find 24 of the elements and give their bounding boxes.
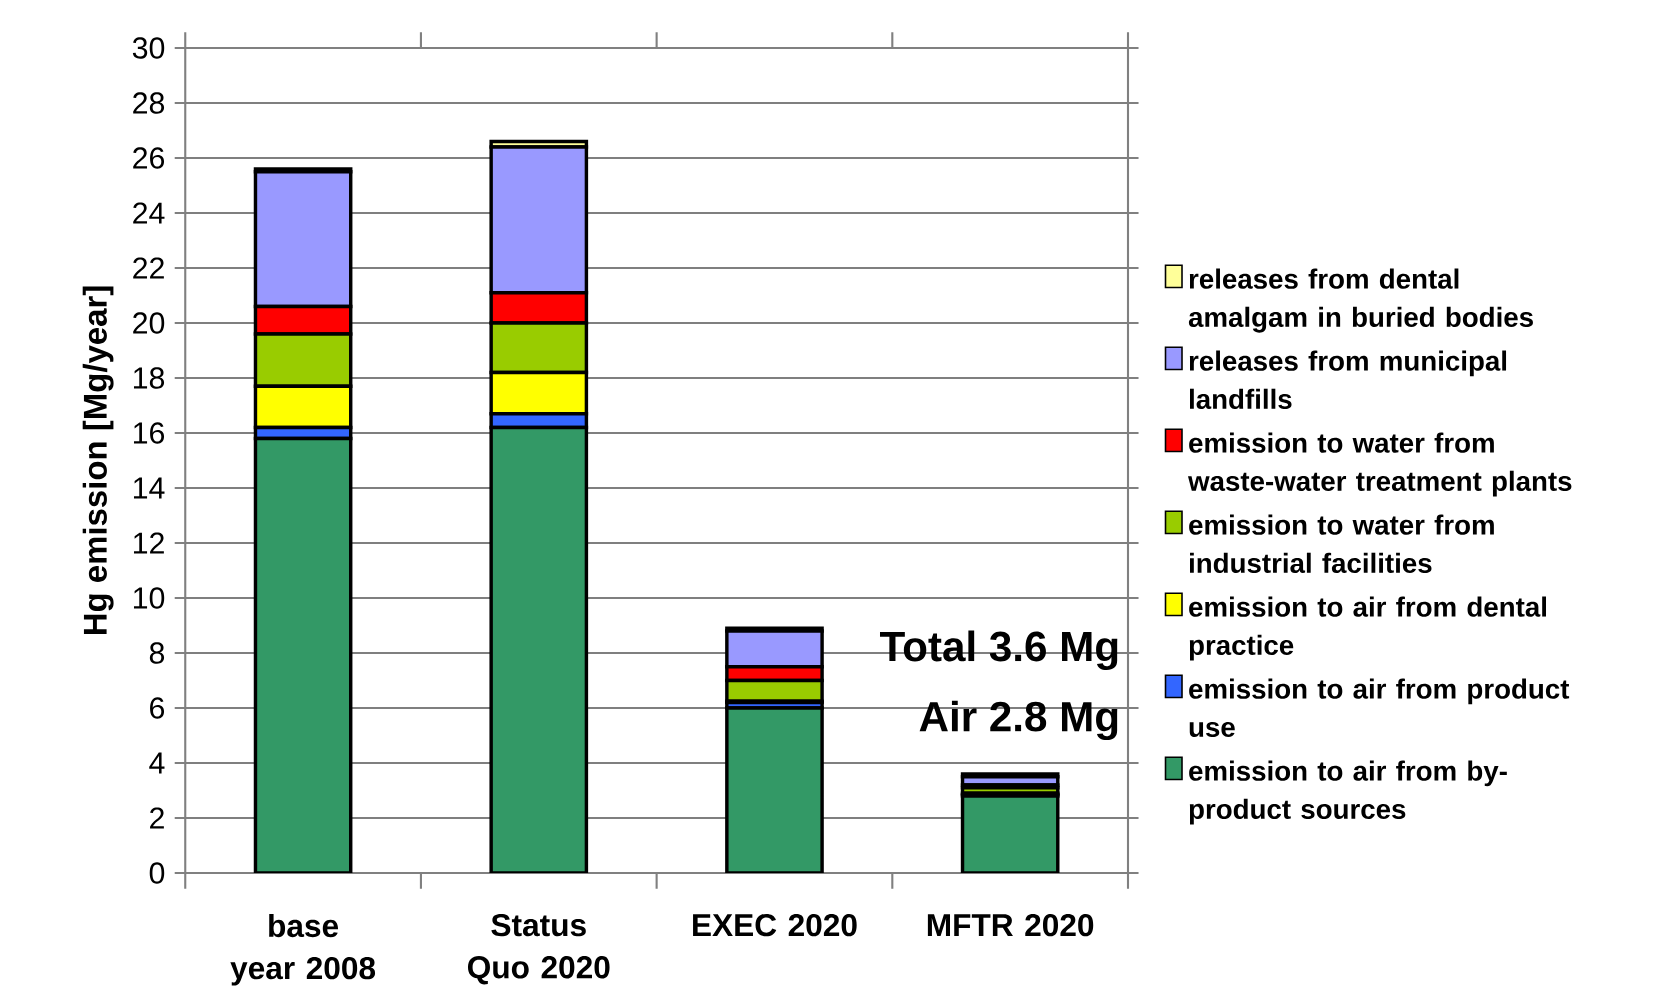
y-tick-label: 0 [149, 862, 165, 884]
y-tick-label: 30 [132, 37, 165, 59]
annotation: Air 2.8 Mg [919, 700, 1118, 741]
y-tick-label: 10 [133, 587, 165, 609]
y-tick-label: 26 [133, 147, 165, 169]
y-tick-label: 18 [133, 367, 165, 389]
x-tick-label: Status Quo 2020 [467, 913, 610, 985]
y-axis-title: Hg emission [Mg/year] [82, 286, 114, 635]
y-tick-label: 4 [149, 752, 165, 774]
y-tick-label: 14 [133, 477, 165, 499]
y-tick-label: 24 [133, 202, 165, 224]
y-tick-label: 28 [133, 92, 165, 114]
annotation: Total 3.6 Mg [880, 630, 1118, 670]
y-tick-label: 8 [149, 642, 165, 664]
y-tick-label: 20 [133, 312, 165, 334]
legend-label: emission to air from by-product sources [1189, 760, 1507, 825]
y-tick-label: 12 [133, 532, 164, 554]
y-tick-label: 22 [133, 257, 164, 279]
x-tick-label: EXEC 2020 [693, 913, 857, 937]
y-tick-label: 16 [133, 422, 165, 444]
y-tick-label: 6 [150, 697, 165, 719]
x-tick-label: MFTR 2020 [927, 913, 1094, 937]
x-tick-label: base year 2008 [230, 913, 376, 986]
y-tick-label: 2 [150, 807, 164, 829]
